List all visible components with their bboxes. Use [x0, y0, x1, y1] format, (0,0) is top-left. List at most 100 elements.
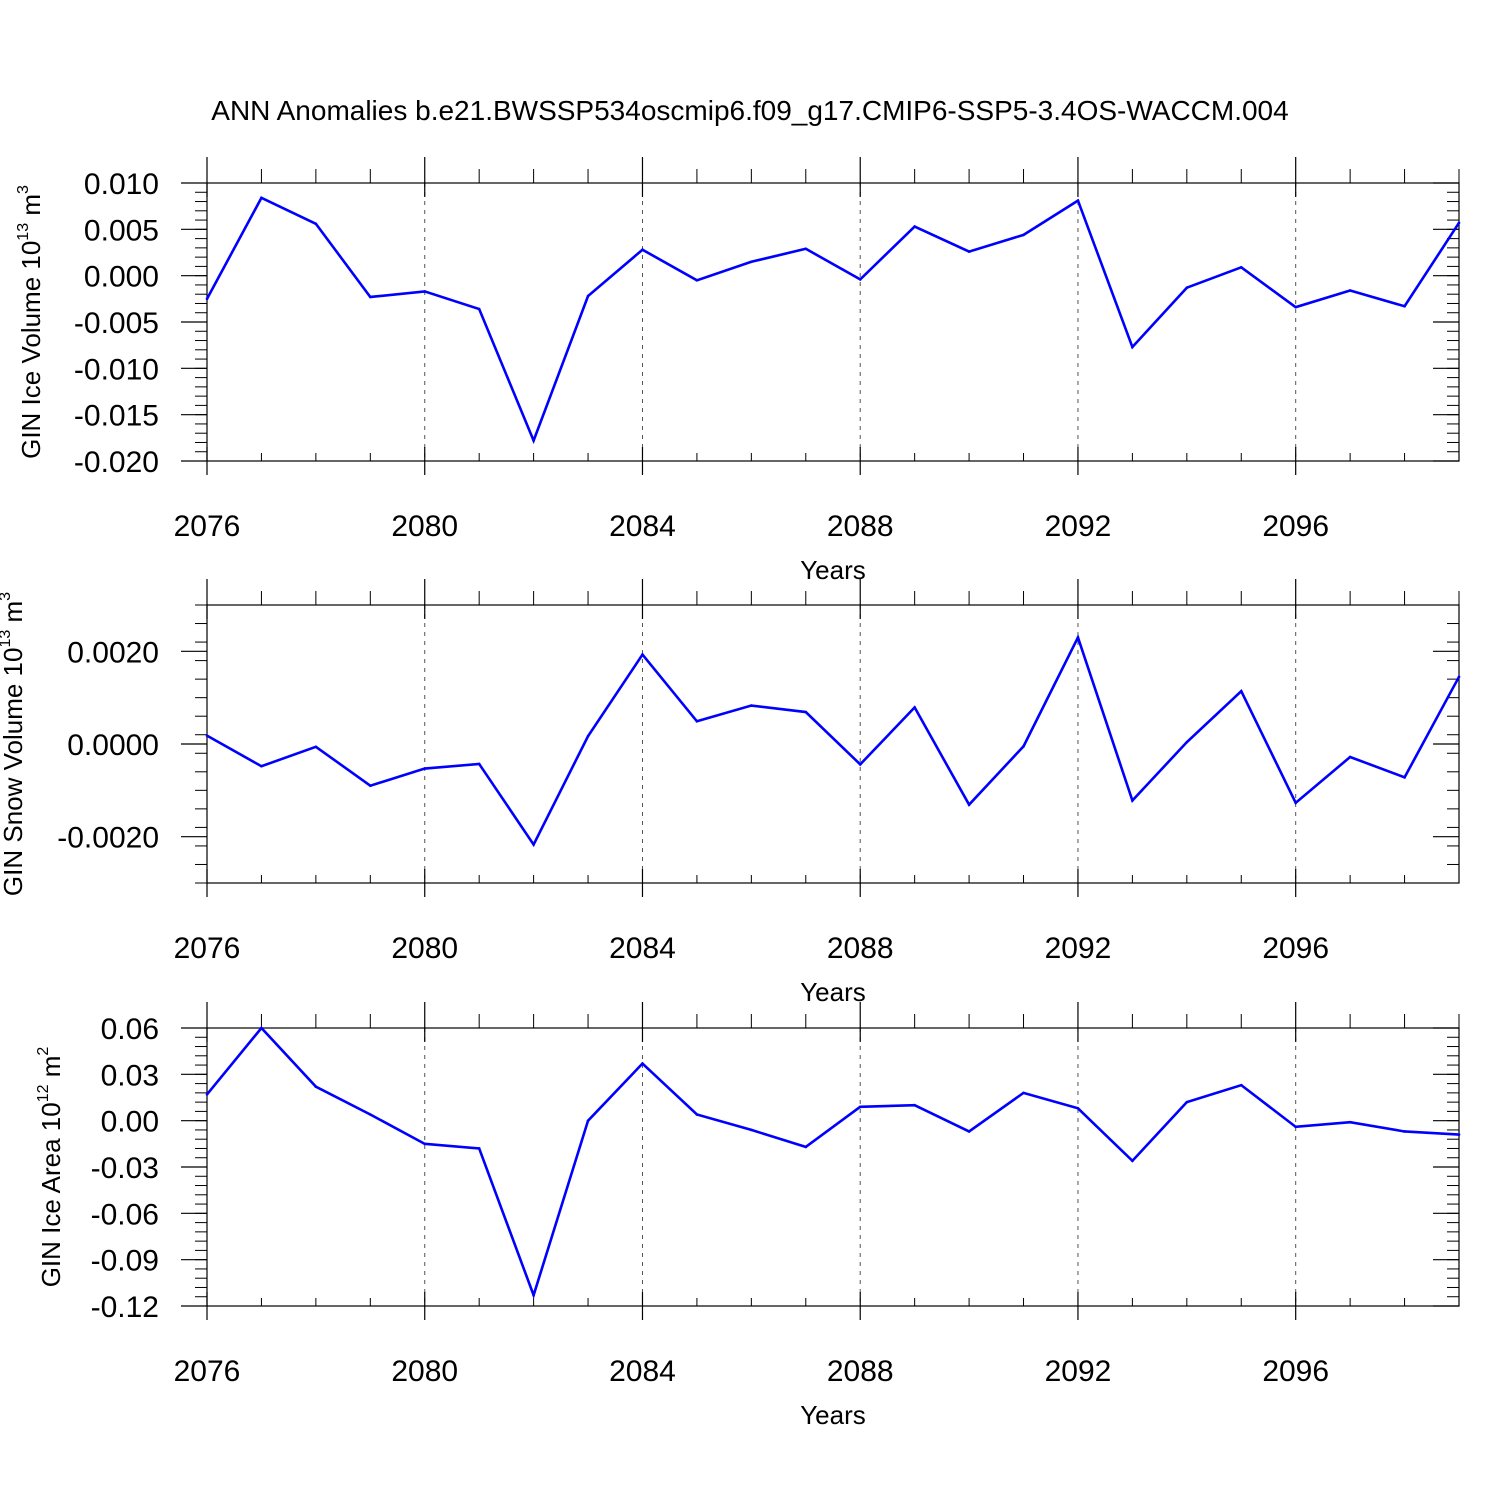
data-point	[314, 1085, 318, 1088]
data-point	[586, 1119, 590, 1122]
data-point	[314, 222, 318, 226]
x-tick-label: 2084	[609, 932, 676, 965]
data-point	[1022, 745, 1025, 748]
y-axis-unit-base: 10	[16, 241, 46, 270]
x-tick-label: 2096	[1262, 1355, 1329, 1388]
y-axis-unit-exponent: 13	[15, 223, 32, 241]
data-point	[369, 1113, 372, 1116]
data-point	[1294, 305, 1297, 309]
data-point	[1239, 1083, 1243, 1087]
data-point	[205, 1093, 209, 1096]
data-point	[967, 1130, 971, 1133]
y-tick-label: 0.0020	[67, 636, 159, 669]
y-axis-label: GIN Ice Volume 1013 m3	[15, 185, 46, 459]
data-point	[477, 762, 481, 766]
data-point	[1348, 289, 1352, 292]
y-axis-unit-power: 3	[15, 185, 32, 194]
data-point	[205, 734, 209, 737]
data-point	[1131, 799, 1134, 802]
data-point	[586, 294, 590, 298]
y-axis-unit-base: 10	[0, 648, 28, 677]
data-point	[1457, 1133, 1461, 1136]
data-point	[858, 1105, 862, 1109]
data-point	[532, 439, 535, 442]
data-point	[750, 704, 753, 707]
data-point	[1294, 1125, 1297, 1129]
data-point	[1294, 801, 1297, 805]
y-axis-unit-name: m	[0, 601, 28, 630]
data-point	[858, 763, 862, 766]
y-tick-label: -0.0020	[57, 822, 159, 855]
data-point	[750, 260, 753, 264]
data-point	[641, 1062, 644, 1065]
data-point	[1185, 740, 1189, 744]
data-point	[1076, 199, 1080, 202]
y-tick-label: 0.000	[84, 261, 159, 294]
y-axis-label: GIN Snow Volume 1013 m3	[0, 592, 28, 896]
y-axis-unit-exponent: 12	[35, 1084, 52, 1102]
data-point	[1131, 1159, 1134, 1163]
x-tick-label: 2080	[391, 510, 458, 543]
data-point	[804, 247, 808, 251]
data-point	[695, 719, 699, 723]
x-tick-label: 2084	[609, 510, 676, 543]
data-point	[695, 279, 699, 282]
data-point	[423, 290, 427, 293]
y-axis-unit-exponent: 13	[0, 630, 14, 648]
panel-2: 0.0020 0.0000 -0.0020 2076 2080 2084 2088 2092 2…	[0, 579, 1461, 1007]
data-point	[1403, 776, 1406, 779]
data-point	[695, 1113, 699, 1116]
data-point	[423, 767, 427, 770]
x-tick-label: 2088	[827, 932, 894, 965]
data-point	[967, 803, 971, 806]
panel-1: 0.010 0.005 0.000 -0.005 -0.010 -0.015 -0.020 2…	[15, 157, 1461, 585]
data-point	[858, 278, 862, 281]
x-tick-label: 2076	[174, 1355, 241, 1388]
y-tick-label: -0.005	[74, 307, 159, 340]
data-point	[260, 196, 263, 200]
y-axis-label-text: GIN Ice Volume	[16, 270, 46, 459]
y-tick-label: 0.00	[101, 1106, 159, 1139]
data-point	[369, 784, 372, 787]
x-tick-label: 2092	[1045, 1355, 1112, 1388]
panel-3: 0.06 0.03 0.00 -0.03 -0.06 -0.09 -0.12 2076 2080…	[35, 1002, 1461, 1430]
x-tick-label: 2088	[827, 510, 894, 543]
data-point	[641, 248, 644, 252]
x-tick-label: 2076	[174, 932, 241, 965]
y-tick-label: 0.06	[101, 1013, 159, 1046]
data-point	[1403, 1130, 1406, 1133]
data-point	[1403, 304, 1406, 308]
data-point	[1022, 233, 1025, 237]
x-tick-label: 2092	[1045, 932, 1112, 965]
x-axis-label: Years	[800, 977, 866, 1007]
data-point	[423, 1142, 427, 1146]
data-point	[477, 307, 481, 311]
data-point	[532, 843, 535, 846]
plot-frame	[206, 604, 1460, 884]
data-point	[1457, 675, 1461, 679]
data-point	[260, 764, 263, 768]
data-point	[1239, 266, 1243, 269]
y-tick-label: -0.020	[74, 446, 159, 479]
y-tick-label: -0.06	[91, 1198, 159, 1231]
data-point	[314, 745, 318, 749]
data-point	[1022, 1091, 1025, 1095]
x-tick-label: 2076	[174, 510, 241, 543]
data-line	[206, 634, 1461, 848]
panels: 0.010 0.005 0.000 -0.005 -0.010 -0.015 -0.020 2…	[0, 157, 1461, 1430]
data-line	[205, 196, 1461, 445]
x-tick-label: 2088	[827, 1355, 894, 1388]
x-tick-label: 2092	[1045, 510, 1112, 543]
data-point	[1076, 1107, 1080, 1110]
x-tick-label: 2096	[1262, 932, 1329, 965]
data-point	[804, 710, 808, 714]
y-tick-label: -0.015	[74, 400, 159, 433]
plot-frame	[206, 1027, 1460, 1307]
data-point	[804, 1145, 808, 1149]
data-point	[1348, 755, 1352, 759]
data-point	[1457, 221, 1461, 225]
data-point	[586, 734, 590, 738]
x-axis-label: Years	[800, 1400, 866, 1430]
y-axis-unit-power: 2	[35, 1047, 52, 1056]
